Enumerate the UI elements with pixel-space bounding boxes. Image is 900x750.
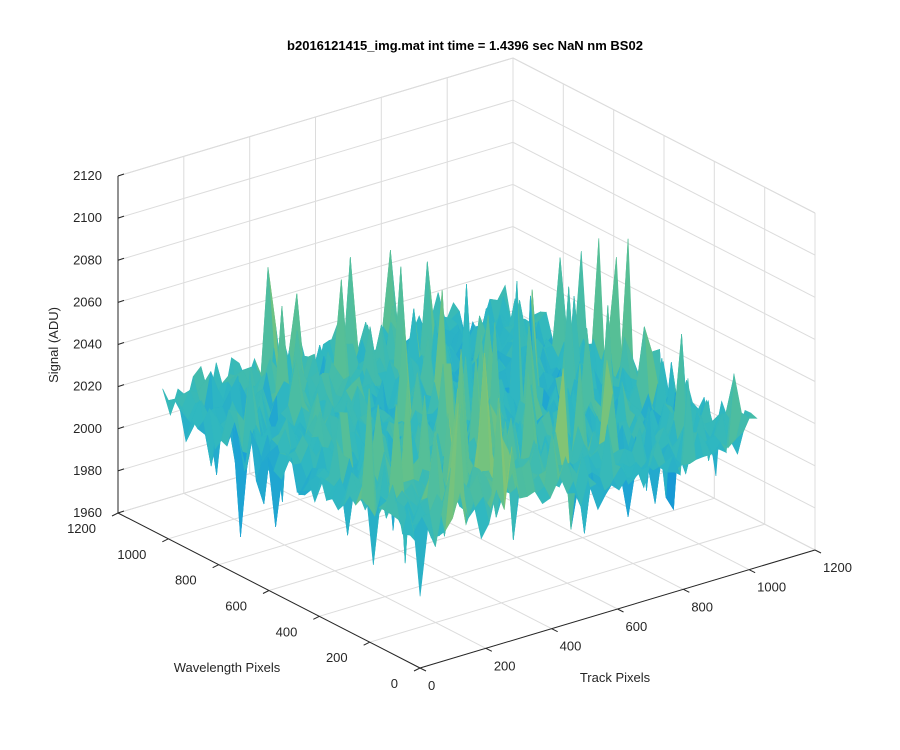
surface-patch <box>413 516 429 597</box>
x-tick-label: 600 <box>626 619 648 634</box>
x-tick-mark <box>485 647 493 652</box>
y-tick-label: 1000 <box>117 547 146 562</box>
axes: 0 200 400 600 800 1000 1200 0 200 400 600 800 1000 12… <box>67 168 852 693</box>
z-tick-label: 2100 <box>73 210 102 225</box>
x-tick-label: 1200 <box>823 560 852 575</box>
z-tick-mark <box>117 426 125 430</box>
box-edge <box>512 57 816 214</box>
x-tick-mark <box>617 608 624 613</box>
y-axis-label: Wavelength Pixels <box>174 660 281 675</box>
y-tick-label: 600 <box>225 599 247 614</box>
z-gridline <box>117 141 816 298</box>
y-tick-mark <box>212 564 219 569</box>
z-tick-label: 2060 <box>73 294 102 309</box>
y-tick-mark <box>363 641 370 646</box>
y-tick-label: 1200 <box>67 521 96 536</box>
z-tick-label: 2120 <box>73 168 102 183</box>
z-tick-label: 2020 <box>73 379 102 394</box>
z-tick-mark <box>117 342 125 345</box>
z-tick-mark <box>117 299 125 303</box>
y-tick-label: 0 <box>391 676 398 691</box>
z-tick-mark <box>117 215 125 219</box>
z-tick-mark <box>117 257 125 261</box>
x-tick-label: 400 <box>560 639 582 654</box>
x-tick-label: 800 <box>691 599 713 614</box>
y-tick-label: 400 <box>276 624 298 639</box>
z-tick-label: 1960 <box>73 505 102 520</box>
y-tick-mark <box>413 667 421 672</box>
x-tick-mark <box>814 549 822 554</box>
box-edge <box>117 57 514 177</box>
z-tick-label: 2040 <box>73 337 102 352</box>
y-tick-mark <box>262 590 270 594</box>
x-tick-mark <box>419 667 427 672</box>
z-tick-mark <box>117 510 125 514</box>
y-tick-mark <box>313 615 320 620</box>
chart-title: b2016121415_img.mat int time = 1.4396 se… <box>287 38 643 53</box>
x-tick-mark <box>683 588 690 593</box>
z-tick-label: 1980 <box>73 463 102 478</box>
z-axis-label: Signal (ADU) <box>46 307 61 383</box>
x-tick-mark <box>748 569 756 574</box>
surface-patch <box>162 388 177 416</box>
z-tick-mark <box>117 468 125 472</box>
surface-data <box>162 238 758 597</box>
z-tick-mark <box>117 384 125 388</box>
z-tick-mark <box>117 173 125 177</box>
y-tick-mark <box>111 512 119 517</box>
z-tick-label: 2000 <box>73 421 102 436</box>
z-tick-label: 2080 <box>73 252 102 267</box>
y-tick-label: 800 <box>175 573 197 588</box>
z-gridline <box>117 99 816 256</box>
x-tick-label: 200 <box>494 658 516 673</box>
x-axis-label: Track Pixels <box>580 670 651 685</box>
y-tick-label: 200 <box>326 650 348 665</box>
x-tick-mark <box>551 628 558 633</box>
x-tick-label: 0 <box>428 678 435 693</box>
y-tick-mark <box>162 538 169 543</box>
axis-labels: b2016121415_img.mat int time = 1.4396 se… <box>46 38 651 685</box>
x-tick-label: 1000 <box>757 580 786 595</box>
z-gridline <box>117 57 816 214</box>
